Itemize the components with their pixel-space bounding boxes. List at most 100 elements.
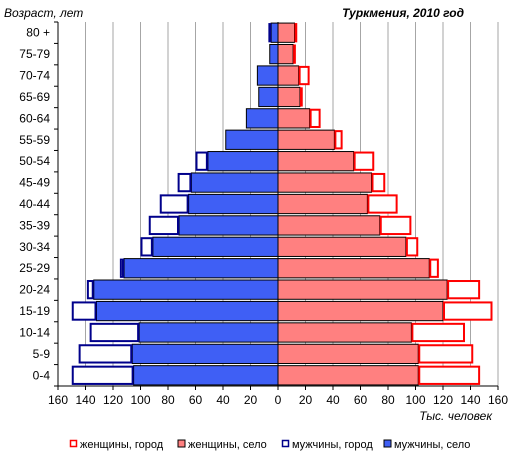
x-tick-label-9: 20 [299, 393, 313, 407]
bar-left-filled-45-49 [190, 172, 279, 193]
bar-left-filled-80 + [270, 22, 279, 43]
bars-group [71, 22, 493, 386]
bar-right-filled-45-49 [277, 172, 372, 193]
bar-right-filled-75-79 [277, 43, 294, 65]
bar-right-outline-0-4 [418, 365, 481, 385]
category-label-25-29: 25-29 [19, 261, 50, 275]
bar-left-filled-55-59 [225, 129, 279, 150]
category-label-45-49: 45-49 [19, 176, 50, 190]
bar-right-outline-45-49 [371, 172, 386, 193]
bar-left-outline-25-29 [119, 258, 124, 278]
category-label-0-4: 0-4 [33, 368, 51, 382]
x-tick-label-12: 80 [381, 393, 395, 407]
x-tick-label-16: 160 [488, 393, 508, 407]
bar-left-filled-0-4 [133, 365, 279, 386]
legend-label-3: мужчины, село [394, 439, 470, 451]
bar-left-outline-40-44 [159, 194, 189, 214]
chart-title: Туркмения, 2010 год [342, 6, 464, 20]
x-tick-label-6: 40 [216, 393, 230, 407]
bar-right-outline-25-29 [429, 258, 439, 278]
bar-left-filled-65-69 [258, 86, 279, 108]
bar-right-outline-10-14 [411, 322, 465, 343]
bar-left-filled-50-54 [207, 151, 279, 172]
bar-right-outline-75-79 [293, 44, 296, 64]
bar-right-filled-80 + [277, 22, 295, 43]
legend-label-0: женщины, город [80, 439, 164, 451]
x-tick-label-4: 80 [161, 393, 175, 407]
bar-left-outline-15-19 [71, 301, 97, 321]
bar-left-filled-75-79 [269, 43, 279, 65]
bar-right-filled-40-44 [277, 193, 368, 215]
x-tick-label-0: 160 [48, 393, 68, 407]
legend-label-2: мужчины, город [292, 439, 373, 451]
bar-left-filled-10-14 [138, 322, 279, 343]
bar-left-filled-70-74 [256, 65, 279, 86]
bar-right-filled-65-69 [277, 86, 301, 108]
x-tick-label-10: 40 [326, 393, 340, 407]
category-labels: 0-4 5-9 10-14 15-19 20-24 25-29 30-34 35-39 40-4… [19, 26, 50, 383]
bar-right-outline-60-64 [309, 108, 321, 128]
bar-left-outline-10-14 [89, 322, 140, 343]
bar-left-outline-45-49 [177, 172, 192, 193]
bar-right-filled-5-9 [277, 343, 419, 365]
x-tick-label-14: 120 [433, 393, 453, 407]
bar-left-filled-5-9 [131, 343, 279, 365]
bar-left-filled-25-29 [123, 258, 279, 279]
bar-right-outline-35-39 [379, 215, 412, 236]
bar-left-filled-20-24 [93, 279, 279, 300]
category-label-70-74: 70-74 [19, 69, 50, 83]
bar-right-filled-55-59 [277, 129, 335, 150]
bar-right-outline-70-74 [298, 65, 310, 86]
bar-left-outline-50-54 [195, 151, 208, 171]
bar-right-outline-55-59 [334, 130, 343, 150]
bar-right-filled-20-24 [277, 279, 448, 300]
x-tick-label-3: 100 [130, 393, 150, 407]
legend-swatch-0 [69, 439, 78, 448]
bar-right-filled-10-14 [277, 322, 412, 343]
bar-right-outline-5-9 [418, 344, 474, 364]
bar-right-outline-15-19 [443, 301, 493, 321]
x-tick-label-2: 120 [103, 393, 123, 407]
x-tick-label-7: 20 [244, 393, 258, 407]
bar-left-filled-15-19 [96, 300, 279, 322]
bar-right-filled-35-39 [277, 215, 381, 236]
bar-right-filled-50-54 [277, 151, 355, 172]
category-label-75-79: 75-79 [19, 47, 50, 61]
x-tick-labels: 160 140 120 100 80 60 40 20 0 20 40 60 80 100 120 140 16… [48, 393, 508, 407]
bar-right-filled-70-74 [277, 65, 300, 86]
bar-left-filled-30-34 [152, 236, 279, 257]
bar-right-outline-30-34 [405, 237, 419, 257]
bar-right-filled-60-64 [277, 108, 311, 129]
bar-left-outline-20-24 [86, 280, 94, 300]
legend-label-1: женщины, село [188, 439, 267, 451]
category-label-50-54: 50-54 [19, 154, 50, 168]
bar-right-filled-30-34 [277, 236, 407, 257]
x-tick-label-11: 60 [354, 393, 368, 407]
x-tick-label-1: 140 [75, 393, 95, 407]
x-tick-label-5: 60 [189, 393, 203, 407]
bar-right-filled-0-4 [277, 365, 419, 386]
category-label-80 +: 80 + [26, 26, 50, 40]
x-axis-label: Тыс. человек [419, 409, 493, 423]
bar-left-outline-35-39 [148, 215, 179, 236]
category-label-35-39: 35-39 [19, 218, 50, 232]
category-label-65-69: 65-69 [19, 90, 50, 104]
bar-left-outline-80 + [268, 23, 272, 43]
category-label-15-19: 15-19 [19, 304, 50, 318]
bar-left-outline-0-4 [71, 365, 134, 385]
bar-left-filled-35-39 [178, 215, 279, 236]
bar-left-filled-60-64 [245, 108, 279, 129]
category-label-5-9: 5-9 [33, 347, 51, 361]
legend-swatch-2 [281, 439, 290, 448]
axes [54, 21, 499, 390]
bar-left-outline-5-9 [78, 344, 133, 364]
category-label-20-24: 20-24 [19, 283, 50, 297]
x-tick-label-13: 100 [405, 393, 425, 407]
x-tick-label-8: 0 [275, 393, 282, 407]
category-label-40-44: 40-44 [19, 197, 50, 211]
legend: женщины, город женщины, село мужчины, горо… [69, 439, 470, 451]
y-axis-label: Возраст, лет [4, 6, 83, 20]
bar-right-outline-40-44 [367, 194, 398, 214]
bar-right-outline-50-54 [353, 151, 375, 171]
